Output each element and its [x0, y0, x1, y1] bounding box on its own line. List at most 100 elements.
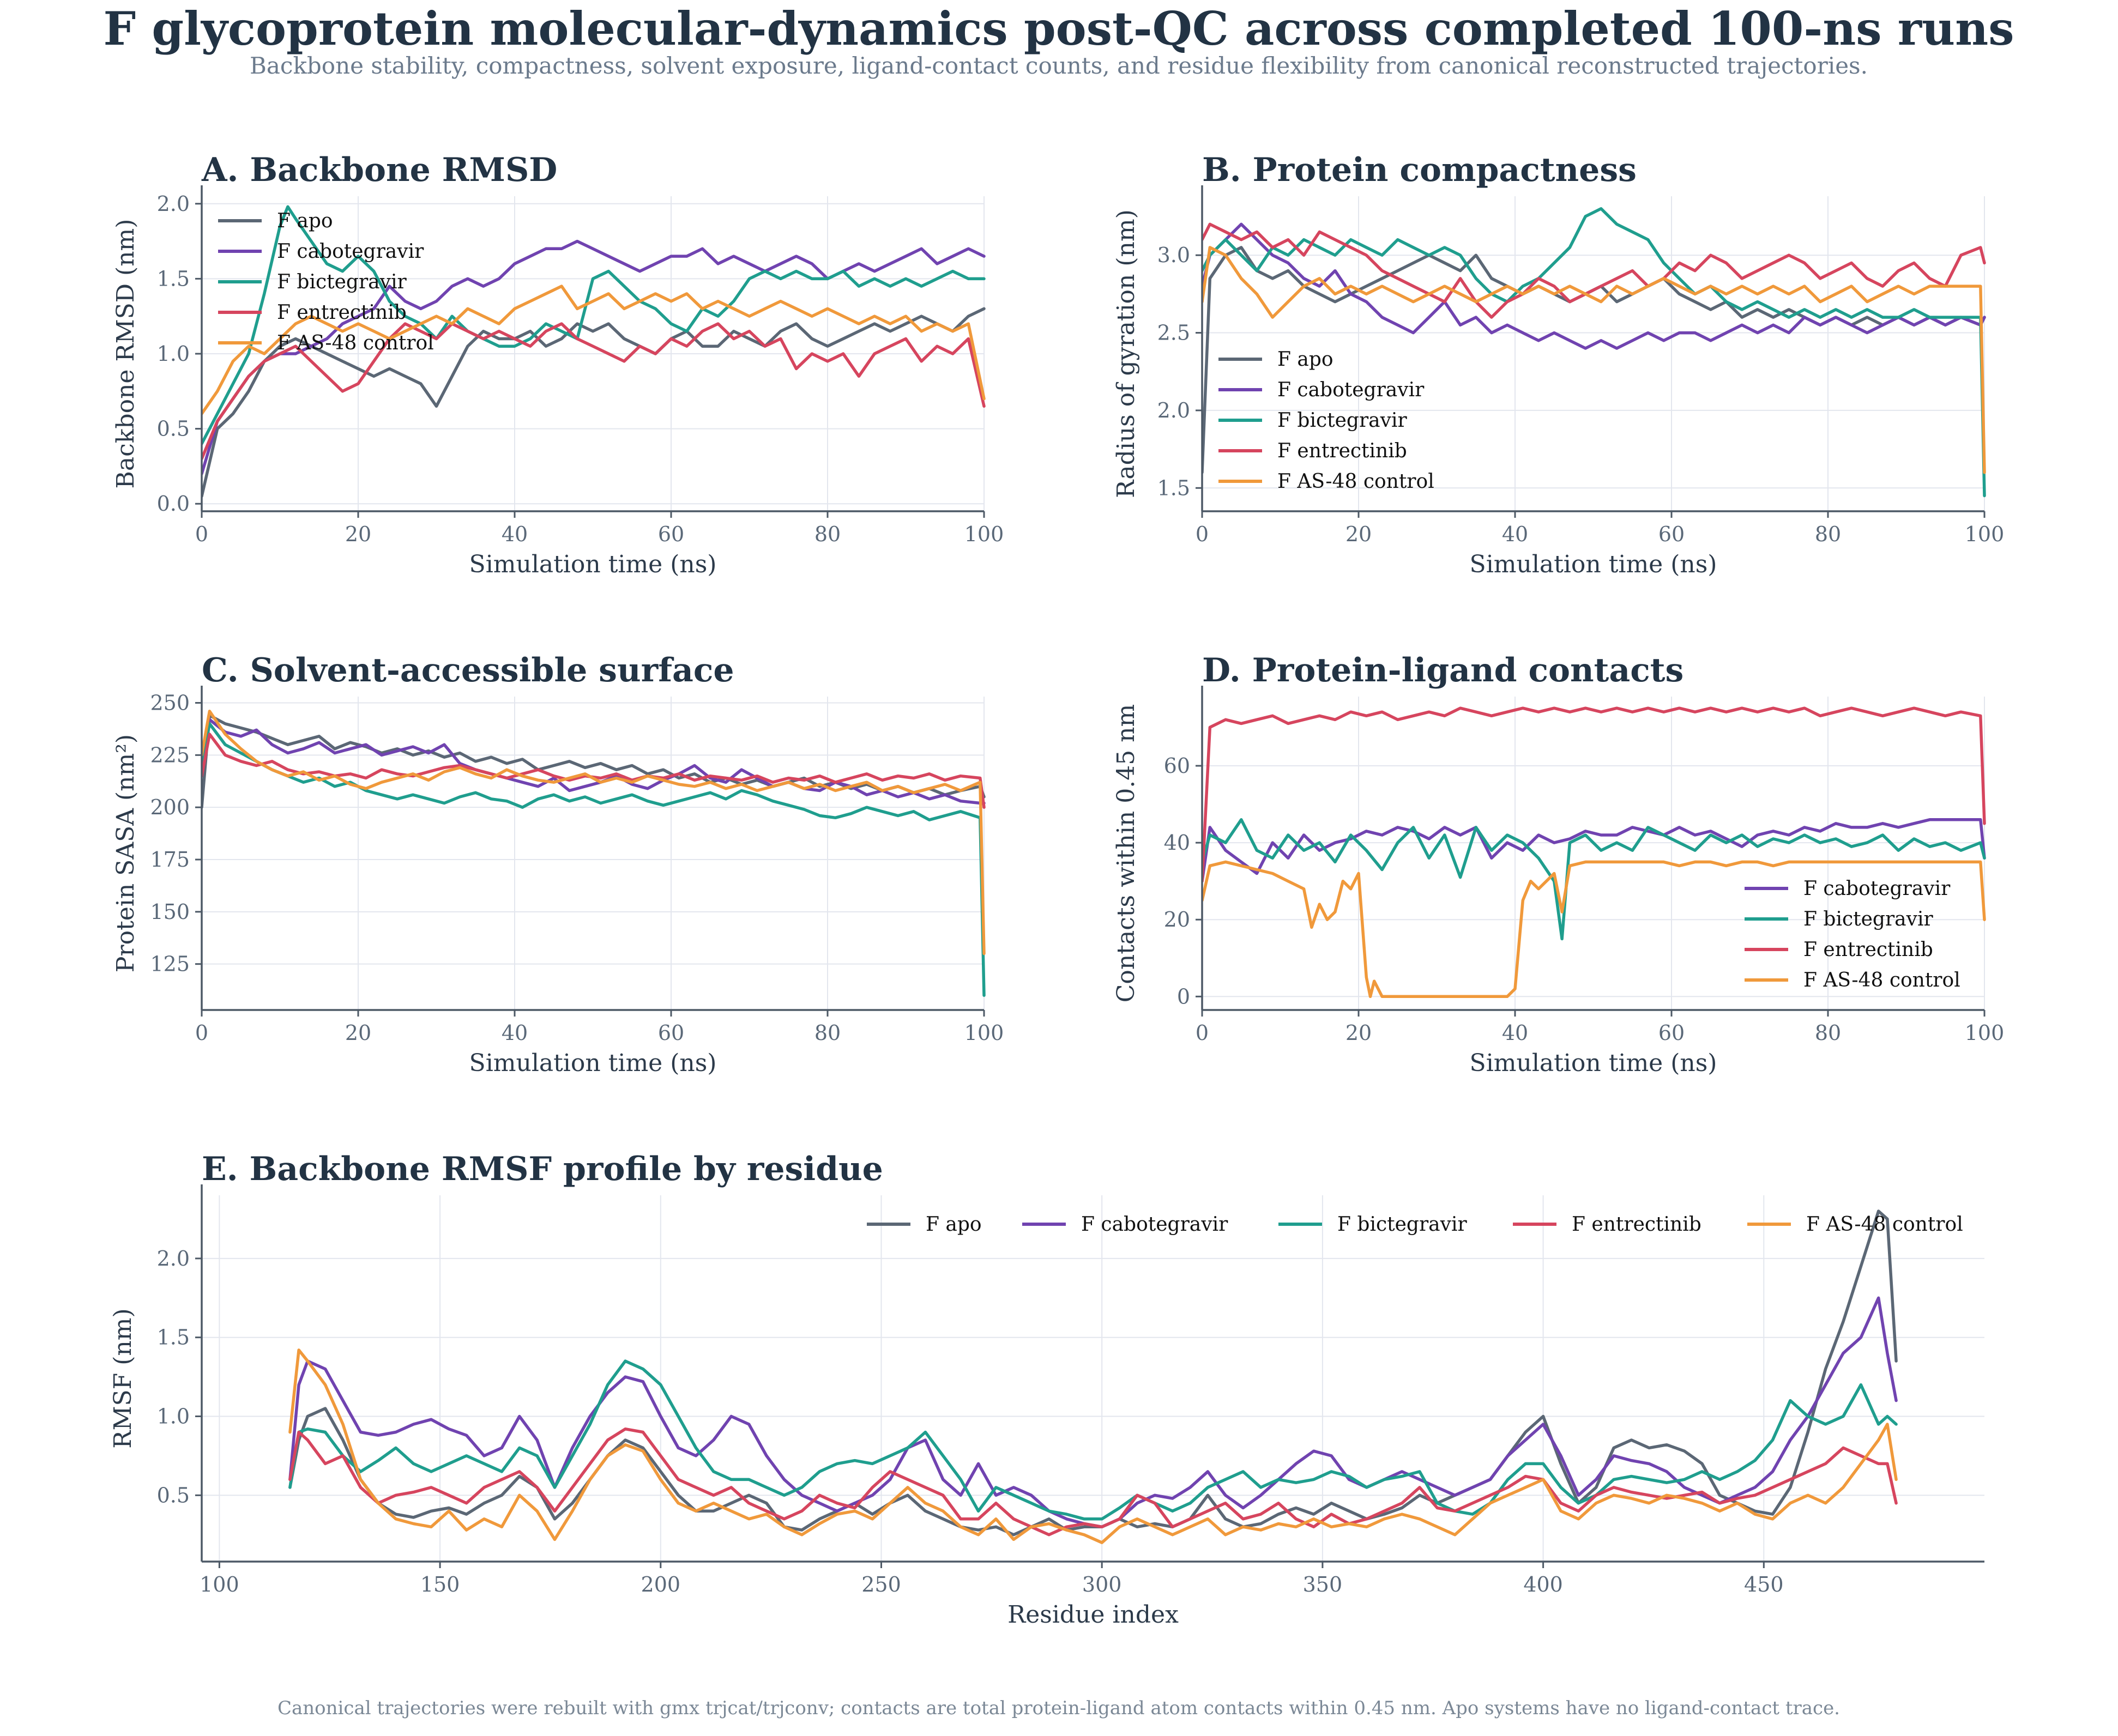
panel-e-title: E. Backbone RMSF profile by residue: [202, 1150, 883, 1188]
panel-c-ytick-label-5: 250: [150, 691, 190, 715]
panel-b-xtick-label-3: 60: [1658, 522, 1685, 546]
panel-d-xtick-label-0: 0: [1196, 1021, 1209, 1045]
panel-d-legend-label-f-cabotegravir: F cabotegravir: [1803, 878, 1951, 900]
panel-d-legend-label-f-bictegravir: F bictegravir: [1803, 908, 1933, 930]
panel-c-grid: [201, 697, 985, 1010]
panel-d-ytick-label-0: 0: [1177, 984, 1190, 1008]
panel-a-plot-area: [202, 205, 986, 498]
panel-a-backbone-rmsd: A. Backbone RMSD 0 20 40 60 80 100 0.0 0.5 1.0 1.5…: [112, 151, 1004, 578]
panel-c-xlabel: Simulation time (ns): [469, 1049, 717, 1077]
panel-c-xtick-label-3: 60: [658, 1021, 684, 1045]
panel-b-xtick-label-4: 80: [1815, 522, 1841, 546]
panel-a-ytick-label-3: 1.5: [157, 267, 190, 291]
panel-b-protein-compactness: B. Protein compactness 0 20 40 60 80 100 1.5 2.0…: [1112, 151, 2004, 578]
panel-e-xtick-label-5: 350: [1303, 1572, 1343, 1596]
panel-a-legend: F apo F cabotegravir F bictegravir F entrec…: [218, 210, 434, 354]
panel-c-plot-area: [202, 710, 986, 997]
panel-b-ytick-label-3: 3.0: [1157, 243, 1190, 267]
panel-a-legend-label-f-entrectinib: F entrectinib: [277, 301, 407, 324]
panel-b-legend-label-f-bictegravir: F bictegravir: [1277, 409, 1407, 432]
panel-e-legend-label-f-bictegravir: F bictegravir: [1337, 1213, 1467, 1236]
panel-e-series-f-apo: [288, 1209, 1898, 1537]
panel-d-title: D. Protein-ligand contacts: [1202, 651, 1683, 689]
panel-b-ytick-label-2: 2.5: [1157, 321, 1190, 345]
panel-e-xtick-label-3: 250: [861, 1572, 901, 1596]
panel-b-series-f-entrectinib: [1202, 222, 1986, 319]
panel-d-ytick-label-3: 60: [1164, 754, 1190, 778]
panel-e-series-f-cabotegravir: [288, 1296, 1898, 1529]
panel-d-legend: F cabotegravir F bictegravir F entrectinib…: [1745, 878, 1960, 991]
panel-c-series-f-entrectinib: [202, 733, 986, 809]
panel-d-legend-label-f-entrectinib: F entrectinib: [1803, 939, 1933, 961]
panel-a-series-f-cabotegravir: [202, 239, 986, 475]
figure-subtitle: Backbone stability, compactness, solvent…: [250, 52, 1868, 79]
panel-e-xlabel: Residue index: [1007, 1601, 1179, 1629]
panel-e-xtick-label-1: 150: [420, 1572, 460, 1596]
panel-a-xtick-label-0: 0: [195, 522, 208, 546]
panel-b-series-f-as-48-control: [1202, 246, 1986, 474]
panel-e-legend-label-f-as-48-control: F AS-48 control: [1806, 1213, 1963, 1236]
panel-c-ytick-label-2: 175: [150, 848, 190, 872]
panel-e-xtick-label-2: 200: [641, 1572, 681, 1596]
panel-e-ylabel: RMSF (nm): [109, 1308, 137, 1448]
panel-b-series-f-bictegravir: [1202, 207, 1986, 498]
panel-b-xlabel: Simulation time (ns): [1470, 551, 1717, 578]
panel-a-xtick-label-5: 100: [964, 522, 1004, 546]
panel-e-xtick-label-7: 450: [1744, 1572, 1784, 1596]
panel-c-series-f-as-48-control: [202, 710, 986, 955]
panel-e-series-f-entrectinib: [288, 1427, 1898, 1537]
panel-b-xtick-label-2: 40: [1502, 522, 1528, 546]
panel-a-xtick-label-3: 60: [658, 522, 684, 546]
panel-b-legend: F apo F cabotegravir F bictegravir F entrec…: [1218, 348, 1434, 493]
panel-e-backbone-rmsf-profile: E. Backbone RMSF profile by residue 100 15…: [109, 1150, 1984, 1629]
panel-d-xtick-label-1: 20: [1345, 1021, 1372, 1045]
panel-d-xtick-label-2: 40: [1502, 1021, 1528, 1045]
panel-a-legend-label-f-cabotegravir: F cabotegravir: [277, 240, 424, 263]
panel-b-legend-label-f-cabotegravir: F cabotegravir: [1277, 379, 1425, 401]
panel-a-ylabel: Backbone RMSD (nm): [112, 219, 140, 489]
panel-b-xtick-label-5: 100: [1965, 522, 2005, 546]
panel-d-ytick-label-1: 20: [1164, 908, 1190, 931]
panel-d-ylabel: Contacts within 0.45 nm: [1112, 704, 1140, 1002]
panel-c-title: C. Solvent-accessible surface: [202, 651, 734, 689]
panel-c-ytick-label-1: 150: [150, 900, 190, 924]
panel-b-plot-area: [1202, 207, 1986, 498]
panel-c-series-f-cabotegravir: [202, 718, 986, 805]
panel-d-protein-ligand-contacts: D. Protein-ligand contacts 0 20 40 60 80 100 0 2…: [1112, 651, 2004, 1077]
figure-footnote: Canonical trajectories were rebuilt with…: [277, 1697, 1840, 1719]
panel-b-xtick-label-0: 0: [1196, 522, 1209, 546]
panel-e-xtick-label-4: 300: [1082, 1572, 1122, 1596]
panel-a-ytick-label-0: 0.0: [157, 492, 190, 516]
panel-e-series-f-bictegravir: [288, 1359, 1898, 1521]
panel-d-series-f-cabotegravir: [1202, 818, 1986, 883]
panel-d-grid: [1202, 697, 1985, 1010]
panel-c-ylabel: Protein SASA (nm²): [112, 734, 140, 972]
panel-c-ytick-label-4: 225: [150, 743, 190, 767]
panel-b-legend-label-f-entrectinib: F entrectinib: [1277, 440, 1407, 462]
panel-a-ytick-label-1: 0.5: [157, 417, 190, 441]
panel-e-ytick-label-1: 1.0: [157, 1405, 190, 1429]
panel-a-series-f-as-48-control: [202, 285, 986, 415]
panel-e-ytick-label-2: 1.5: [157, 1326, 190, 1350]
panel-e-xtick-label-6: 400: [1523, 1572, 1563, 1596]
panel-a-xtick-label-4: 80: [814, 522, 841, 546]
panel-e-legend-label-f-entrectinib: F entrectinib: [1572, 1213, 1701, 1236]
panel-b-title: B. Protein compactness: [1202, 151, 1637, 189]
panel-c-xtick-label-0: 0: [195, 1021, 208, 1045]
panel-c-series-f-bictegravir: [202, 722, 986, 997]
panel-a-legend-label-f-apo: F apo: [277, 210, 333, 232]
panel-b-series-f-cabotegravir: [1202, 222, 1986, 350]
panel-a-legend-label-f-as-48-control: F AS-48 control: [277, 332, 434, 354]
panel-b-legend-label-f-as-48-control: F AS-48 control: [1277, 470, 1434, 493]
panel-c-xtick-label-4: 80: [814, 1021, 841, 1045]
panel-c-xtick-label-5: 100: [964, 1021, 1004, 1045]
panel-a-ytick-label-4: 2.0: [157, 192, 190, 216]
panel-d-ytick-label-2: 40: [1164, 831, 1190, 855]
panel-b-ytick-label-1: 2.0: [1157, 398, 1190, 422]
panel-a-series-f-apo: [202, 307, 986, 498]
panel-e-ytick-label-0: 0.5: [157, 1483, 190, 1507]
panel-b-ytick-label-0: 1.5: [1157, 476, 1190, 500]
panel-a-legend-label-f-bictegravir: F bictegravir: [277, 271, 407, 293]
panel-d-series-f-as-48-control: [1202, 860, 1986, 999]
